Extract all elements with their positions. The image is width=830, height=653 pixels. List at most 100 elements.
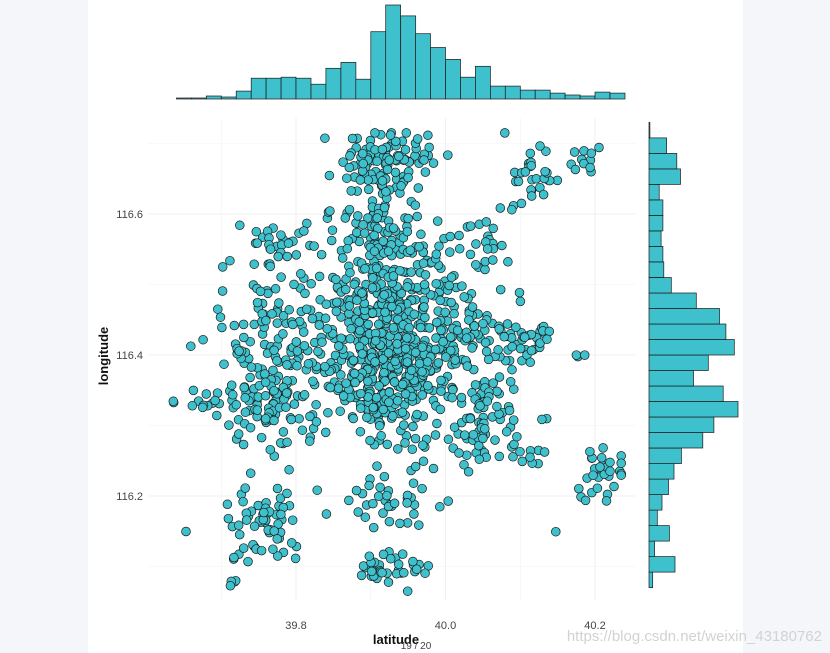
scatter-point-1284 xyxy=(475,401,485,411)
right-hist-bar-3 xyxy=(648,525,670,542)
scatter-point-533 xyxy=(417,390,428,400)
scatter-point-761 xyxy=(381,187,391,197)
scatter-point-607 xyxy=(417,366,427,377)
scatter-point-480 xyxy=(435,502,445,512)
scatter-point-1313 xyxy=(520,167,531,177)
scatter-point-1416 xyxy=(586,148,597,158)
scatter-point-529 xyxy=(373,319,384,330)
scatter-point-1335 xyxy=(445,231,455,242)
scatter-point-1078 xyxy=(249,521,260,532)
scatter-point-978 xyxy=(252,405,263,415)
scatter-point-1267 xyxy=(490,435,500,445)
scatter-point-1365 xyxy=(595,462,605,472)
scatter-point-714 xyxy=(419,155,429,165)
scatter-point-575 xyxy=(400,343,411,354)
scatter-point-1157 xyxy=(360,512,371,522)
scatter-point-718 xyxy=(358,158,368,169)
scatter-point-804 xyxy=(372,213,382,223)
scatter-point-871 xyxy=(265,444,276,455)
scatter-point-990 xyxy=(314,320,325,330)
right-marginal-histogram xyxy=(648,122,739,588)
scatter-point-1302 xyxy=(507,204,517,215)
scatter-point-1109 xyxy=(283,238,294,249)
right-hist-bar-0 xyxy=(648,571,654,588)
right-hist-bar-1 xyxy=(648,556,676,573)
scatter-point-1366 xyxy=(574,483,584,494)
scatter-point-549 xyxy=(402,357,413,367)
scatter-point-742 xyxy=(396,181,406,191)
scatter-point-957 xyxy=(320,313,331,324)
scatter-point-809 xyxy=(414,241,424,252)
scatter-point-501 xyxy=(436,325,446,336)
scatter-point-474 xyxy=(356,388,366,399)
scatter-point-184 xyxy=(457,281,467,291)
top-hist-bar-14 xyxy=(385,4,401,100)
scatter-point-376 xyxy=(434,241,444,251)
scatter-point-48 xyxy=(336,370,346,380)
scatter-point-1382 xyxy=(443,434,454,445)
scatter-point-1011 xyxy=(278,329,288,339)
scatter-point-1334 xyxy=(465,221,476,231)
scatter-point-1093 xyxy=(291,250,302,260)
scatter-point-1019 xyxy=(300,288,310,299)
scatter-point-588 xyxy=(428,463,439,474)
scatter-point-973 xyxy=(217,322,227,333)
top-hist-bar-29 xyxy=(609,92,626,100)
scatter-point-1009 xyxy=(289,279,299,290)
scatter-point-1054 xyxy=(286,538,297,548)
scatter-point-592 xyxy=(354,317,364,327)
top-hist-bar-6 xyxy=(265,77,282,100)
right-hist-bar-11 xyxy=(648,401,739,418)
scatter-point-743 xyxy=(377,176,388,186)
x-axis-title: latitude xyxy=(373,632,419,647)
scatter-point-595 xyxy=(384,397,394,407)
scatter-point-641 xyxy=(320,133,330,143)
scatter-point-851 xyxy=(256,432,267,443)
scatter-point-463 xyxy=(383,348,394,358)
scatter-point-1016 xyxy=(317,337,327,347)
scatter-point-1141 xyxy=(399,568,409,578)
scatter-point-577 xyxy=(390,356,400,367)
scatter-point-942 xyxy=(282,437,292,448)
right-hist-bar-18 xyxy=(648,292,697,309)
scatter-point-1336 xyxy=(454,230,464,241)
scatter-point-1013 xyxy=(284,305,294,315)
scatter-point-616 xyxy=(379,290,389,300)
scatter-point-1139 xyxy=(366,566,377,577)
scatter-point-535 xyxy=(445,345,456,356)
scatter-point-680 xyxy=(370,128,380,138)
top-hist-bar-19 xyxy=(460,76,476,100)
scatter-point-140 xyxy=(480,264,490,275)
scatter-point-1406 xyxy=(517,456,528,467)
scatter-point-997 xyxy=(217,286,228,296)
scatter-point-789 xyxy=(378,236,388,246)
scatter-point-1142 xyxy=(397,549,408,559)
scatter-point-1017 xyxy=(292,361,302,371)
scatter-point-610 xyxy=(349,368,360,379)
scatter-point-1194 xyxy=(502,319,513,329)
scatter-point-996 xyxy=(296,269,306,279)
scatter-point-975 xyxy=(213,304,223,314)
scatter-point-430 xyxy=(364,480,374,491)
scatter-point-1242 xyxy=(494,372,505,382)
scatter-point-794 xyxy=(405,245,416,255)
scatter-point-1436 xyxy=(500,128,510,138)
scatter-panel xyxy=(148,118,636,600)
scatter-point-1161 xyxy=(378,508,388,518)
scatter-point-944 xyxy=(281,402,291,413)
scatter-point-879 xyxy=(201,389,212,399)
scatter-point-1433 xyxy=(571,350,582,360)
right-hist-bar-6 xyxy=(648,478,669,495)
scatter-point-1304 xyxy=(531,174,542,184)
scatter-point-596 xyxy=(393,444,403,454)
scatter-point-1128 xyxy=(411,564,422,574)
scatter-point-1162 xyxy=(384,516,395,527)
scatter-point-453 xyxy=(432,317,442,328)
scatter-point-926 xyxy=(286,414,297,425)
scatter-point-547 xyxy=(384,387,395,398)
scatter-point-861 xyxy=(299,390,310,400)
scatter-point-1188 xyxy=(483,354,494,365)
top-hist-bar-11 xyxy=(340,62,357,100)
top-marginal-histogram xyxy=(176,4,626,100)
